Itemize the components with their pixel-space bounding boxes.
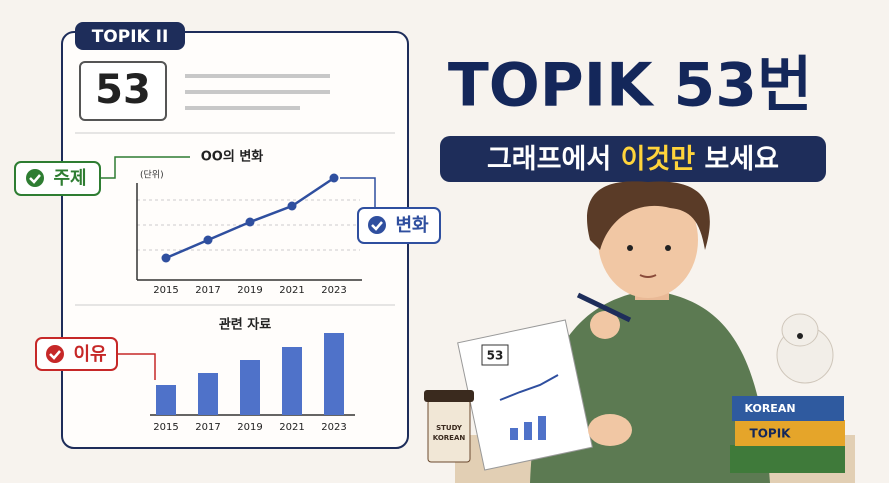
check — [49, 350, 61, 360]
badge — [75, 22, 185, 50]
topic-text: 주제 — [53, 168, 86, 189]
point — [287, 201, 297, 211]
illustration: 53 STUDY KOREAN TOPIK KOREAN — [424, 181, 855, 483]
number-box — [79, 61, 167, 121]
hand — [590, 311, 620, 339]
check — [29, 174, 41, 184]
cup-lid — [424, 390, 474, 402]
reason-text: 이유 — [73, 344, 106, 365]
book — [735, 420, 845, 446]
point — [203, 235, 213, 245]
x-tick-label: 2019 — [237, 422, 262, 433]
x-tick-label: 2015 — [153, 422, 178, 433]
x-tick-label: 2023 — [321, 422, 346, 433]
check-icon — [46, 345, 64, 363]
x-tick-label: 2023 — [321, 285, 346, 296]
paper-number: 53 — [487, 349, 504, 363]
badge-text: TOPIK II — [92, 27, 169, 47]
change-text: 변화 — [395, 215, 429, 236]
question-number: 53 — [95, 67, 151, 113]
x-tick-label: 2019 — [237, 285, 262, 296]
paper-number-box — [481, 344, 509, 366]
cup-text: KOREAN — [433, 434, 466, 442]
paper-bar — [538, 416, 546, 440]
point — [245, 217, 255, 227]
point — [329, 173, 339, 183]
x-tick-label: 2017 — [195, 422, 220, 433]
connector — [340, 177, 376, 208]
mouth — [639, 274, 657, 278]
dog-head — [781, 313, 819, 347]
bar — [240, 360, 260, 415]
paper-bar — [524, 422, 532, 440]
x-tick-label: 2015 — [153, 285, 178, 296]
dog-nose — [797, 333, 803, 339]
unit-label: (단위) — [140, 170, 164, 181]
x-tick-label: 2021 — [279, 422, 304, 433]
text-lines — [185, 74, 330, 110]
subtitle-part: 그래프에서 — [487, 144, 611, 175]
x-tick-label: 2017 — [195, 285, 220, 296]
book-title: KOREAN — [744, 402, 795, 415]
book — [730, 445, 845, 473]
grid — [137, 199, 360, 251]
subtitle-part: 보세요 — [705, 144, 780, 175]
book-title: TOPIK — [750, 427, 792, 441]
eye — [627, 245, 633, 251]
subtitle-box — [440, 136, 826, 182]
hair — [587, 181, 710, 250]
headline: TOPIK 53번 — [448, 51, 812, 121]
bar-chart-title: 관련 자료 — [219, 317, 271, 333]
bar — [282, 347, 302, 415]
line-chart-title: OO의 변화 — [201, 149, 264, 165]
subtitle: 그래프에서 이것만 보세요 — [487, 144, 779, 175]
subtitle-highlight: 이것만 — [621, 144, 696, 175]
book — [732, 396, 844, 421]
paper-line — [499, 374, 559, 401]
check — [371, 221, 383, 231]
cup-text: STUDY — [436, 424, 463, 432]
bar — [324, 333, 344, 415]
bar — [156, 385, 176, 415]
point — [161, 253, 171, 263]
connector — [117, 353, 156, 380]
pen — [576, 292, 632, 323]
x-tick-label: 2021 — [279, 285, 304, 296]
check-icon — [368, 216, 386, 234]
connector — [100, 156, 190, 179]
check-icon — [26, 169, 44, 187]
paper-bar — [510, 428, 518, 440]
bar — [198, 373, 218, 415]
eye — [665, 245, 671, 251]
hand — [588, 414, 632, 446]
